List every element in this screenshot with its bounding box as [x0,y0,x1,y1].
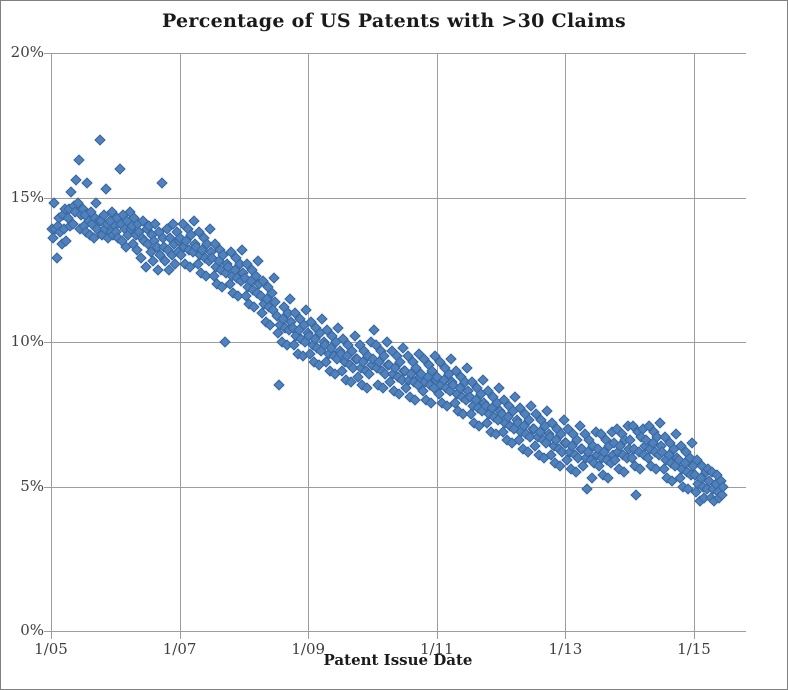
y-tick-label: 20% [10,43,44,61]
data-point [155,177,168,189]
data-point [541,405,554,418]
x-gridline [694,53,695,631]
x-tick [179,631,181,639]
x-tick-label: 1/11 [419,640,454,658]
y-tick [44,342,51,343]
chart-title: Percentage of US Patents with >30 Claims [161,10,627,32]
data-point [316,313,329,325]
x-tick-label: 1/13 [548,640,583,658]
data-point [65,186,78,198]
y-tick [44,197,51,199]
y-gridline [51,486,746,488]
y-gridline [51,631,746,632]
data-point [113,162,126,175]
y-tick-label: 15% [10,187,44,206]
data-point [268,272,280,285]
data-point [300,304,312,316]
data-point [654,417,666,429]
y-tick [44,53,51,54]
x-axis-title: Patent Issue Date [323,651,473,669]
x-tick [694,631,695,639]
data-point [94,134,106,146]
data-point [461,362,473,374]
y-tick-label: 10% [10,332,44,350]
data-point [50,252,63,264]
data-point [493,382,505,394]
y-tick [44,486,51,488]
y-tick-label: 0% [20,621,44,639]
x-tick [308,631,310,639]
data-point [634,463,646,475]
data-point [100,183,112,195]
data-point [204,223,216,235]
data-point [332,321,345,334]
x-gridline [436,53,438,631]
data-point [445,353,457,365]
y-gridline [51,53,746,54]
x-tick [436,631,438,639]
data-point [581,483,593,496]
x-tick [51,631,52,639]
data-point [630,489,643,501]
data-point [686,437,698,449]
data-point [73,154,85,166]
x-gridline [51,53,52,631]
data-point [152,264,164,276]
x-gridline [179,53,181,631]
x-tick-label: 1/07 [162,640,197,658]
data-point [252,255,264,267]
x-tick-label: 1/09 [291,640,326,658]
data-point [219,336,231,348]
data-point [70,174,83,186]
y-tick [44,631,51,632]
data-point [368,324,380,337]
x-tick-label: 1/05 [34,640,68,658]
y-gridline [51,197,746,199]
y-gridline [51,342,746,343]
data-point [81,177,94,189]
x-gridline [565,53,567,631]
x-tick [565,631,567,639]
data-point [284,292,296,305]
x-tick-label: 1/15 [677,640,711,658]
y-tick-label: 5% [20,476,44,495]
data-point [509,391,521,403]
data-point [586,472,598,484]
data-point [273,379,285,392]
